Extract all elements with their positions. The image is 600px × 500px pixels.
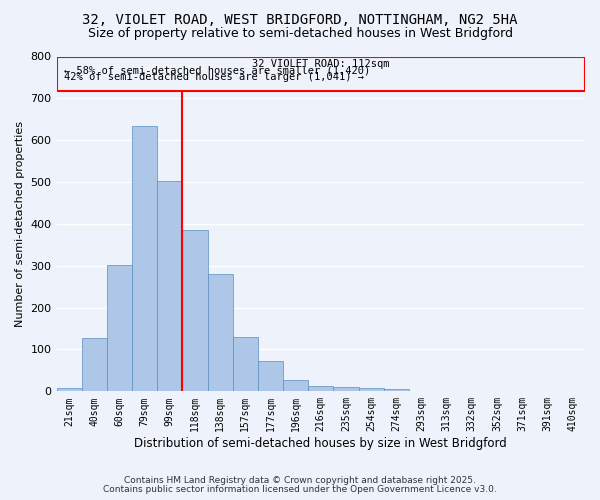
Bar bbox=[283, 380, 308, 392]
Bar bbox=[383, 389, 409, 392]
Bar bbox=[258, 361, 283, 392]
Bar bbox=[308, 386, 334, 392]
Text: Contains public sector information licensed under the Open Government Licence v3: Contains public sector information licen… bbox=[103, 484, 497, 494]
Bar bbox=[334, 387, 359, 392]
Bar bbox=[107, 264, 132, 392]
Bar bbox=[56, 56, 585, 91]
Bar bbox=[132, 126, 157, 392]
Text: 32 VIOLET ROAD: 112sqm: 32 VIOLET ROAD: 112sqm bbox=[252, 60, 389, 70]
Bar bbox=[82, 338, 107, 392]
Bar bbox=[157, 181, 182, 392]
Bar bbox=[56, 388, 82, 392]
Bar bbox=[359, 388, 383, 392]
X-axis label: Distribution of semi-detached houses by size in West Bridgford: Distribution of semi-detached houses by … bbox=[134, 437, 507, 450]
Text: 42% of semi-detached houses are larger (1,041) →: 42% of semi-detached houses are larger (… bbox=[64, 72, 364, 83]
Text: 32, VIOLET ROAD, WEST BRIDGFORD, NOTTINGHAM, NG2 5HA: 32, VIOLET ROAD, WEST BRIDGFORD, NOTTING… bbox=[82, 12, 518, 26]
Text: Contains HM Land Registry data © Crown copyright and database right 2025.: Contains HM Land Registry data © Crown c… bbox=[124, 476, 476, 485]
Bar bbox=[233, 337, 258, 392]
Text: Size of property relative to semi-detached houses in West Bridgford: Size of property relative to semi-detach… bbox=[88, 28, 512, 40]
Bar bbox=[208, 274, 233, 392]
Y-axis label: Number of semi-detached properties: Number of semi-detached properties bbox=[15, 121, 25, 327]
Bar bbox=[182, 230, 208, 392]
Text: ← 58% of semi-detached houses are smaller (1,420): ← 58% of semi-detached houses are smalle… bbox=[64, 66, 370, 76]
